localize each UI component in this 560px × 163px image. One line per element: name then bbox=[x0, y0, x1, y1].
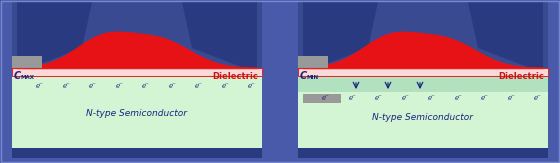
Text: MIN: MIN bbox=[306, 75, 319, 80]
Text: e⁻: e⁻ bbox=[455, 94, 463, 102]
Text: e⁻: e⁻ bbox=[428, 94, 436, 102]
Polygon shape bbox=[290, 2, 378, 73]
Bar bbox=[298, 2, 548, 68]
Text: e⁻: e⁻ bbox=[402, 94, 409, 102]
Text: e⁻: e⁻ bbox=[195, 82, 203, 90]
Text: C: C bbox=[14, 71, 21, 81]
Bar bbox=[12, 76, 262, 148]
Text: e⁻: e⁻ bbox=[115, 82, 123, 90]
Text: e⁻: e⁻ bbox=[169, 82, 176, 90]
Text: e⁻: e⁻ bbox=[89, 82, 97, 90]
Text: e⁻: e⁻ bbox=[322, 94, 330, 102]
Bar bbox=[12, 148, 262, 158]
Bar bbox=[4, 2, 12, 158]
Text: C: C bbox=[300, 71, 307, 81]
Bar bbox=[298, 76, 548, 92]
Bar bbox=[290, 2, 298, 158]
Polygon shape bbox=[182, 2, 270, 73]
Text: e⁻: e⁻ bbox=[507, 94, 515, 102]
Bar bbox=[12, 68, 262, 76]
Bar bbox=[298, 68, 548, 76]
Bar bbox=[262, 2, 270, 158]
Text: e⁻: e⁻ bbox=[534, 94, 542, 102]
Text: e⁻: e⁻ bbox=[222, 82, 230, 90]
Text: e⁻: e⁻ bbox=[36, 82, 44, 90]
Text: e⁻: e⁻ bbox=[481, 94, 489, 102]
Bar bbox=[298, 56, 328, 68]
Bar bbox=[548, 2, 556, 158]
Polygon shape bbox=[4, 2, 92, 73]
Text: e⁻: e⁻ bbox=[248, 82, 256, 90]
Polygon shape bbox=[468, 2, 556, 73]
Text: e⁻: e⁻ bbox=[63, 82, 71, 90]
Text: e⁻: e⁻ bbox=[142, 82, 150, 90]
Bar bbox=[303, 94, 341, 103]
Bar bbox=[298, 148, 548, 158]
Text: Dielectric: Dielectric bbox=[498, 72, 544, 81]
Bar bbox=[298, 76, 548, 148]
Text: e⁻: e⁻ bbox=[348, 94, 356, 102]
Text: MAX: MAX bbox=[21, 75, 35, 80]
Text: e⁻: e⁻ bbox=[375, 94, 383, 102]
Text: N-type Semiconductor: N-type Semiconductor bbox=[372, 113, 474, 123]
Text: N-type Semiconductor: N-type Semiconductor bbox=[86, 110, 188, 119]
Bar bbox=[12, 2, 262, 68]
Bar bbox=[12, 56, 42, 68]
Text: Dielectric: Dielectric bbox=[212, 72, 258, 81]
